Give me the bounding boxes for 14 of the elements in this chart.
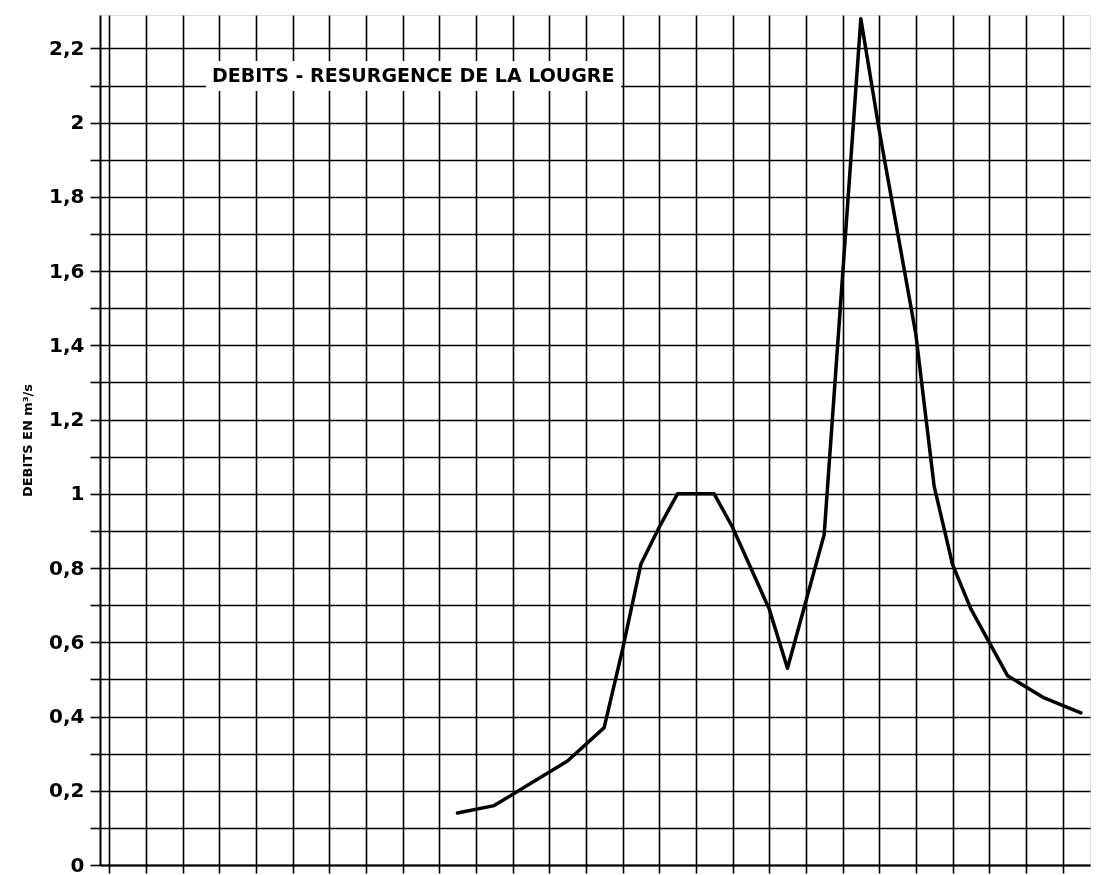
y-tick-label: 0,8	[49, 555, 85, 580]
y-tick-label: 1,6	[49, 258, 85, 283]
y-tick-label: 0,4	[49, 704, 85, 729]
y-tick-label: 1,4	[49, 332, 85, 357]
y-tick-label: 2	[70, 110, 85, 135]
y-axis-title: DEBITS EN m³/s	[20, 383, 36, 498]
text: DEBITS - RESURGENCE DE LA LOUGRE	[212, 64, 615, 86]
y-tick-label: 1,8	[49, 184, 85, 209]
y-tick-label: 1	[70, 481, 85, 506]
y-tick-label: 2,2	[49, 35, 85, 60]
y-tick-label: 0,2	[49, 778, 85, 803]
y-tick-label: 0	[70, 852, 85, 875]
y-tick-label: 0,6	[49, 629, 85, 654]
y-tick-label: 1,2	[49, 407, 85, 432]
